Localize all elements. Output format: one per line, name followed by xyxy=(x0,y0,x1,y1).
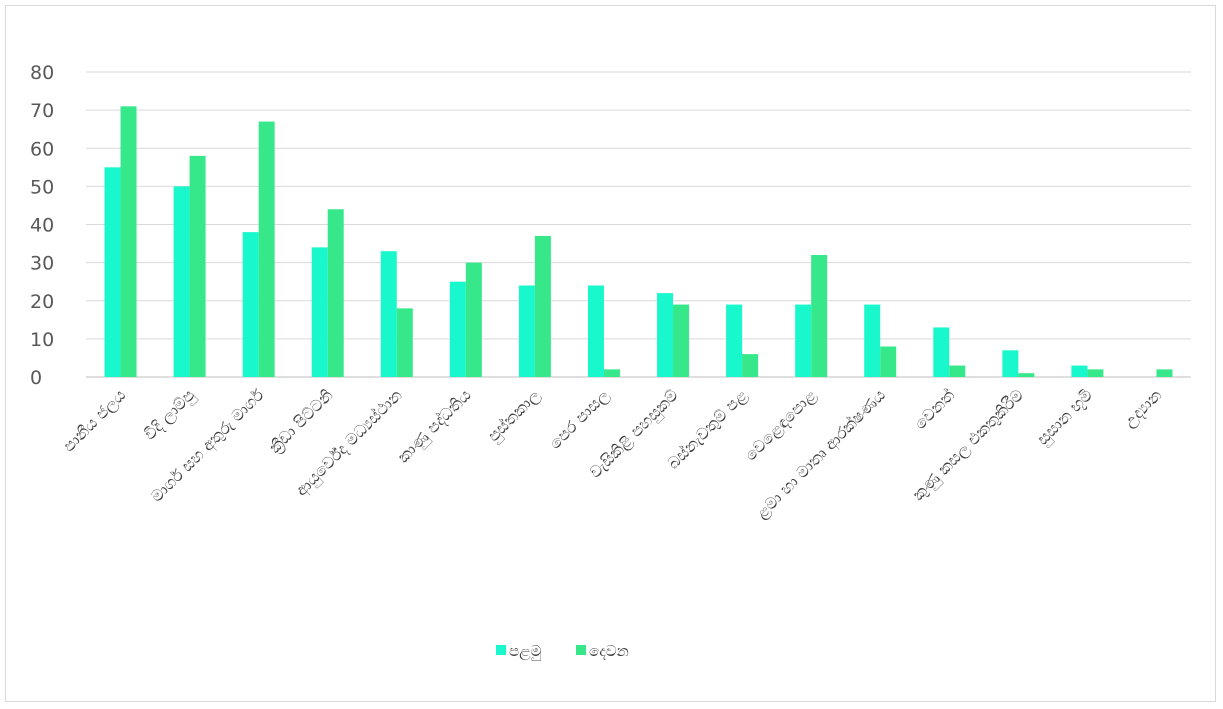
bar-series1 xyxy=(657,293,674,377)
bar-series1 xyxy=(449,281,466,377)
chart-area: 0 10 20 30 40 50 60 70 80 පානීය ජලය වීදි ලාම්පු මා… xyxy=(5,5,1216,702)
bar-series1 xyxy=(104,167,121,377)
bar-series2 xyxy=(811,255,828,377)
y-tick-label: 10 xyxy=(30,329,54,351)
y-tick-label: 60 xyxy=(30,138,54,160)
bar-series2 xyxy=(189,155,206,377)
x-category-label: පානීය ජලය xyxy=(59,385,130,456)
bar-series2 xyxy=(673,304,690,377)
bar-series2 xyxy=(742,354,759,377)
bar-series1 xyxy=(795,304,812,377)
bar-series2 xyxy=(327,209,344,377)
x-category-label: පෙර පාසල xyxy=(545,385,613,453)
bar-series2 xyxy=(396,308,413,377)
bar-series1 xyxy=(726,304,743,377)
x-category-label: කාණු පද්ධතිය xyxy=(394,385,475,466)
bar-series2 xyxy=(1087,369,1104,377)
y-tick-label: 20 xyxy=(30,291,54,313)
bar-series1 xyxy=(173,186,190,377)
bar-series1 xyxy=(311,247,328,377)
x-category-label: මාර්ග සහ අතුරු මාර්ග xyxy=(147,385,268,506)
bar-series1 xyxy=(242,232,259,377)
legend-label: දෙවන xyxy=(589,642,629,660)
legend-swatch xyxy=(576,645,586,655)
bar-series2 xyxy=(880,346,897,377)
x-category-label: සුසාන භූමි xyxy=(1033,385,1097,449)
bar-series2 xyxy=(603,369,620,377)
legend: පළමු දෙවන xyxy=(496,642,629,661)
bar-series1 xyxy=(933,327,950,377)
y-tick-label: 50 xyxy=(30,176,54,198)
bar-series1 xyxy=(864,304,881,377)
bar-chart: 0 10 20 30 40 50 60 70 80 පානීය ජලය වීදි ලාම්පුමා… xyxy=(30,62,1191,661)
y-tick-label: 70 xyxy=(30,100,54,122)
x-category-label: පුස්තකාල xyxy=(484,385,545,446)
bar-series2 xyxy=(534,235,551,377)
legend-label: පළමු xyxy=(509,642,542,661)
bar-series1 xyxy=(380,251,397,377)
y-tick-label: 40 xyxy=(30,215,54,237)
bars xyxy=(104,106,1173,377)
y-tick-label: 80 xyxy=(30,62,54,84)
y-tick-label: 0 xyxy=(30,367,42,389)
x-category-label: ළමා හා මාතෘ ආරක්ෂණය xyxy=(752,385,890,523)
bar-series1 xyxy=(1002,350,1019,377)
legend-swatch xyxy=(496,645,506,655)
bar-series2 xyxy=(465,262,482,377)
bar-series1 xyxy=(587,285,604,377)
bar-series2 xyxy=(1156,369,1173,377)
bar-series2 xyxy=(1018,373,1035,377)
bar-series2 xyxy=(258,121,275,377)
x-category-label: වෙනත් xyxy=(910,385,958,433)
bar-series2 xyxy=(949,365,966,377)
bar-series1 xyxy=(1071,365,1088,377)
x-category-label: වීදි ලාම්පු xyxy=(140,385,199,444)
y-axis-ticks: 0 10 20 30 40 50 60 70 80 xyxy=(30,62,54,389)
x-category-label: උද්‍යාන xyxy=(1120,385,1166,431)
x-category-label: ක්‍රීඩා පිට්ටනි xyxy=(265,385,337,457)
bar-series1 xyxy=(518,285,535,377)
bar-series2 xyxy=(120,106,137,377)
y-tick-label: 30 xyxy=(30,253,54,275)
x-axis-labels: පානීය ජලය වීදි ලාම්පුමාර්ග සහ අතුරු මාර්ග… xyxy=(59,385,1166,523)
